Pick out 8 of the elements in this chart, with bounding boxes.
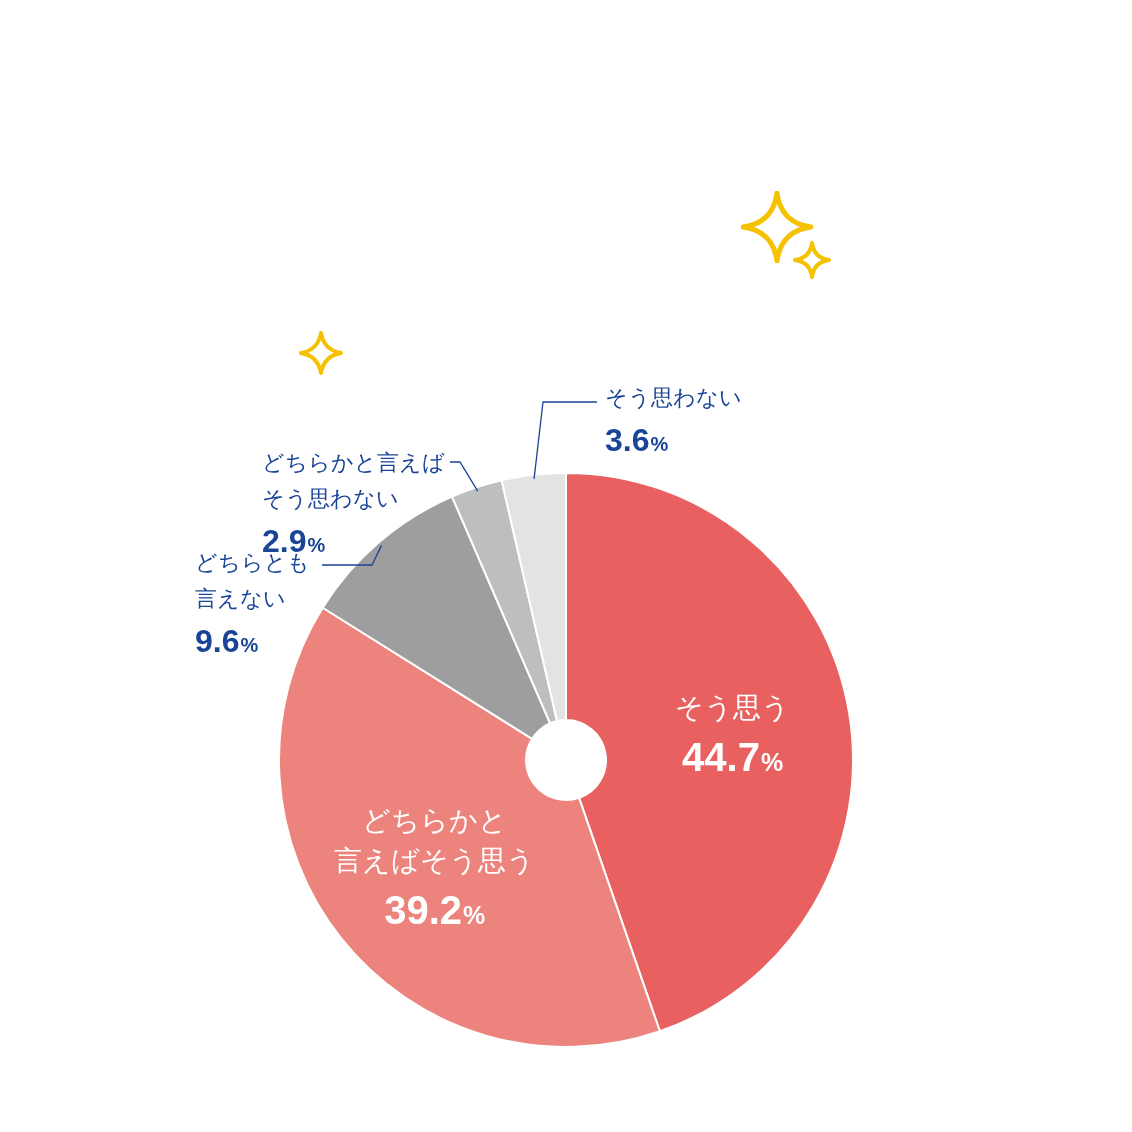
slice-label: そう思う — [674, 691, 790, 725]
data-label: 39.2% — [384, 887, 486, 932]
slice-label: どちらかと言えばそう思わない — [262, 450, 445, 511]
data-label: 9.6% — [195, 623, 259, 659]
slice-label: そう思わない — [605, 385, 742, 410]
data-label: 44.7% — [682, 735, 784, 780]
data-label: 3.6% — [605, 422, 669, 458]
slice-label: どちらかと言えばそう思う — [333, 803, 535, 877]
